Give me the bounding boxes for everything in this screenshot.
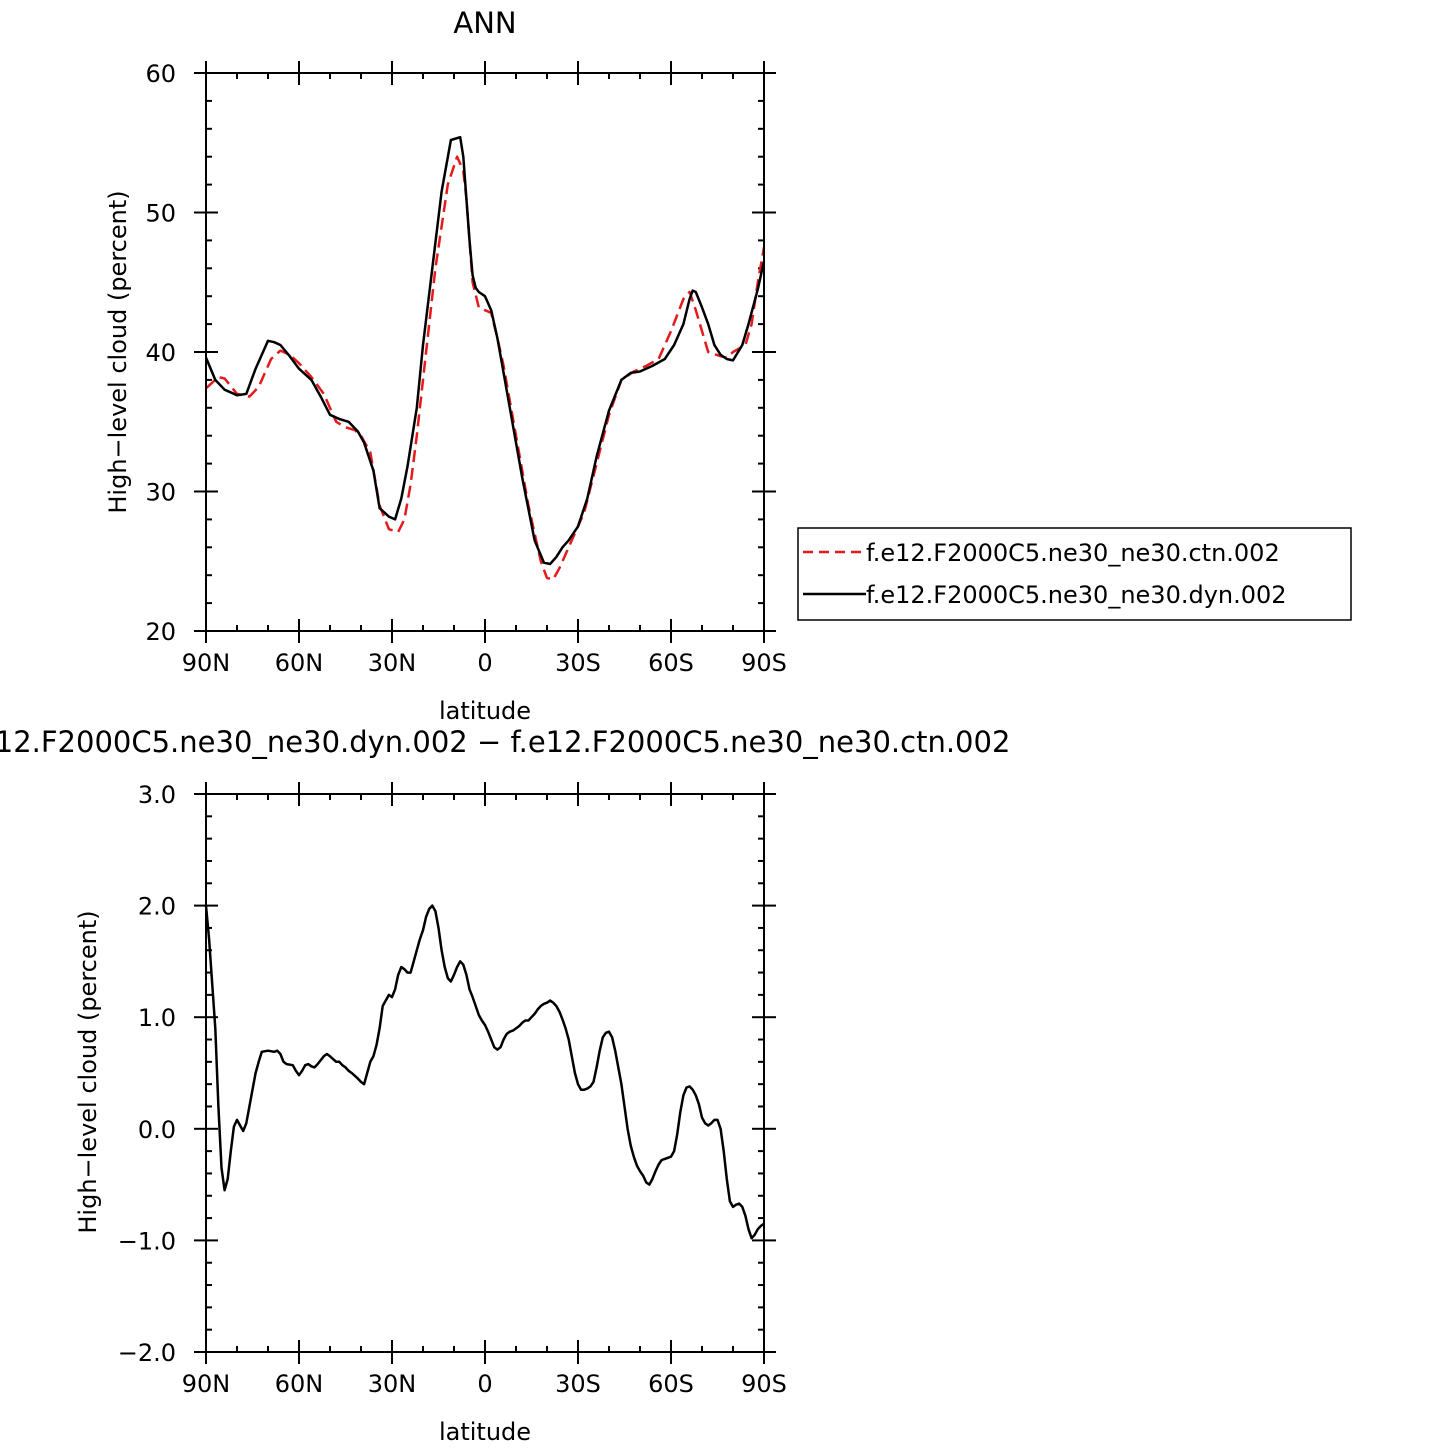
legend-box bbox=[797, 527, 1352, 621]
bottom-chart-ticks bbox=[194, 782, 776, 1364]
bottom-chart-xtick-label: 30S bbox=[555, 1370, 601, 1398]
legend-label-ctn: f.e12.F2000C5.ne30_ne30.ctn.002 bbox=[866, 539, 1280, 567]
bottom-chart: f.e12.F2000C5.ne30_ne30.dyn.002 − f.e12.… bbox=[0, 725, 1010, 1446]
top-chart-ylabel: High−level cloud (percent) bbox=[104, 190, 132, 513]
top-chart-xtick-label: 30N bbox=[368, 649, 417, 677]
top-chart-frame bbox=[205, 72, 765, 632]
legend-label-dyn: f.e12.F2000C5.ne30_ne30.dyn.002 bbox=[866, 581, 1287, 609]
bottom-chart-xtick-label: 30N bbox=[368, 1370, 417, 1398]
bottom-chart-series-line-1 bbox=[204, 904, 765, 1240]
bottom-chart-xtick-label: 60N bbox=[275, 1370, 324, 1398]
bottom-chart-xtick-label: 90S bbox=[741, 1370, 787, 1398]
top-chart-title: ANN bbox=[453, 6, 516, 40]
bottom-chart-tick-labels: 90N 60N 30N 0 30S 60S 90S −2.0 −1.0 0.0 1.0 2.0 3.0 bbox=[118, 781, 787, 1398]
top-chart-xtick-label: 90N bbox=[182, 649, 231, 677]
top-chart-xtick-label: 30S bbox=[555, 649, 601, 677]
bottom-chart-title: f.e12.F2000C5.ne30_ne30.dyn.002 − f.e12.… bbox=[0, 725, 1010, 759]
top-chart-xtick-label: 60N bbox=[275, 649, 324, 677]
bottom-chart-ytick-label: 2.0 bbox=[138, 893, 176, 921]
bottom-chart-ylabel: High−level cloud (percent) bbox=[74, 910, 102, 1233]
top-chart-ytick-label: 30 bbox=[145, 479, 176, 507]
top-chart-ytick-label: 20 bbox=[145, 618, 176, 646]
top-chart-series-line-1 bbox=[205, 155, 766, 581]
top-chart-ytick-label: 60 bbox=[145, 60, 176, 88]
bottom-chart-xlabel: latitude bbox=[439, 1418, 531, 1446]
top-chart-ytick-label: 50 bbox=[145, 200, 176, 228]
bottom-chart-xtick-label: 90N bbox=[182, 1370, 231, 1398]
bottom-chart-ytick-label: 3.0 bbox=[138, 781, 176, 809]
top-chart-xtick-label: 90S bbox=[741, 649, 787, 677]
top-chart-series-line-2 bbox=[204, 135, 766, 566]
bottom-chart-ytick-label: −2.0 bbox=[118, 1339, 176, 1367]
top-chart-xtick-label: 0 bbox=[477, 649, 492, 677]
top-chart-tick-labels: 90N 60N 30N 0 30S 60S 90S 20 30 40 50 60 bbox=[145, 60, 786, 677]
top-chart: ANN High−level cloud (percent) latitude … bbox=[104, 6, 787, 725]
bottom-chart-xtick-label: 60S bbox=[648, 1370, 694, 1398]
bottom-chart-frame bbox=[205, 793, 765, 1353]
top-chart-series bbox=[204, 135, 766, 581]
top-chart-xtick-label: 60S bbox=[648, 649, 694, 677]
bottom-chart-series bbox=[204, 904, 765, 1240]
bottom-chart-ytick-label: 1.0 bbox=[138, 1004, 176, 1032]
top-chart-ytick-label: 40 bbox=[145, 339, 176, 367]
top-chart-xlabel: latitude bbox=[439, 697, 531, 725]
legend: f.e12.F2000C5.ne30_ne30.ctn.002 f.e12.F2… bbox=[797, 527, 1352, 621]
bottom-chart-xtick-label: 0 bbox=[477, 1370, 492, 1398]
bottom-chart-ytick-label: −1.0 bbox=[118, 1227, 176, 1255]
bottom-chart-ytick-label: 0.0 bbox=[138, 1116, 176, 1144]
